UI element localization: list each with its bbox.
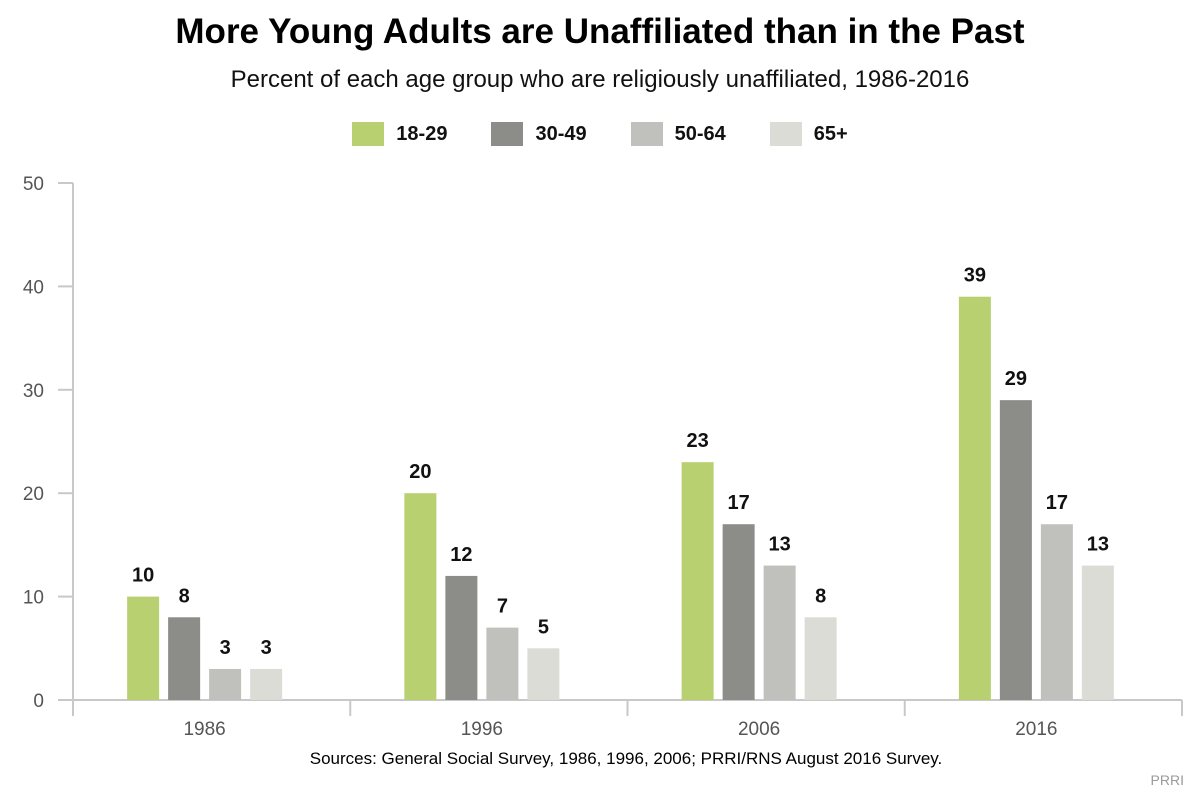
credit-label: PRRI (1150, 772, 1184, 788)
data-label-18-29-1986: 10 (132, 565, 154, 587)
bar-50-64-2016 (1040, 524, 1073, 700)
data-label-30-49-1996: 12 (450, 544, 472, 566)
bar-50-64-2006 (763, 565, 796, 700)
chart-title: More Young Adults are Unaffiliated than … (175, 12, 1025, 51)
data-label-65-plus-2006: 8 (815, 585, 826, 607)
legend-label-65-plus: 65+ (813, 122, 848, 145)
data-label-30-49-2006: 17 (728, 492, 750, 514)
y-tick-label-50: 50 (23, 174, 44, 195)
data-label-18-29-2006: 23 (687, 430, 709, 452)
legend-label-30-49: 30-49 (535, 122, 587, 145)
x-tick-label-1996: 1996 (461, 719, 503, 740)
y-tick-label-20: 20 (23, 484, 44, 505)
bar-18-29-2016 (958, 296, 991, 700)
data-label-50-64-1996: 7 (497, 596, 508, 618)
x-tick-label-2006: 2006 (738, 719, 780, 740)
x-tick-label-2016: 2016 (1015, 719, 1057, 740)
data-label-65-plus-1996: 5 (538, 616, 549, 638)
data-label-50-64-1986: 3 (220, 637, 231, 659)
data-label-30-49-2016: 29 (1005, 368, 1027, 390)
bar-65-plus-1996 (527, 648, 560, 700)
bar-65-plus-1986 (250, 668, 283, 700)
source-note: Sources: General Social Survey, 1986, 19… (309, 749, 943, 768)
bar-18-29-2006 (681, 462, 714, 700)
legend-label-18-29: 18-29 (396, 122, 448, 145)
legend-swatch-65-plus (769, 122, 802, 146)
legend-item-30-49: 30-49 (491, 122, 587, 146)
legend-item-65-plus: 65+ (769, 122, 848, 146)
legend-swatch-30-49 (491, 122, 524, 146)
legend-swatch-18-29 (352, 122, 385, 146)
legend-swatch-50-64 (630, 122, 663, 146)
y-tick-label-0: 0 (33, 691, 44, 712)
bar-30-49-2006 (722, 524, 755, 700)
y-tick-label-40: 40 (23, 277, 44, 298)
y-tick-label-10: 10 (23, 588, 44, 609)
legend-item-50-64: 50-64 (630, 122, 726, 146)
bar-30-49-1986 (168, 617, 201, 700)
data-label-65-plus-2016: 13 (1087, 534, 1109, 556)
data-label-18-29-2016: 39 (964, 265, 986, 287)
bar-65-plus-2016 (1081, 565, 1114, 700)
bar-18-29-1986 (127, 596, 160, 700)
bar-18-29-1996 (404, 493, 437, 700)
bar-30-49-1996 (445, 575, 478, 700)
data-label-65-plus-1986: 3 (261, 637, 272, 659)
bar-50-64-1986 (209, 668, 242, 700)
x-tick-label-1986: 1986 (183, 719, 225, 740)
legend-item-18-29: 18-29 (352, 122, 447, 146)
data-label-50-64-2006: 13 (769, 534, 791, 556)
bar-50-64-1996 (486, 627, 519, 700)
chart-subtitle: Percent of each age group who are religi… (230, 66, 970, 93)
legend-label-50-64: 50-64 (674, 122, 726, 145)
data-label-18-29-1996: 20 (409, 461, 431, 483)
data-label-30-49-1986: 8 (179, 585, 190, 607)
y-tick-label-30: 30 (23, 381, 44, 402)
data-label-50-64-2016: 17 (1046, 492, 1068, 514)
bar-30-49-2016 (999, 400, 1032, 700)
legend: 18-29 30-49 50-64 65+ (0, 122, 1200, 146)
bar-65-plus-2006 (804, 617, 837, 700)
